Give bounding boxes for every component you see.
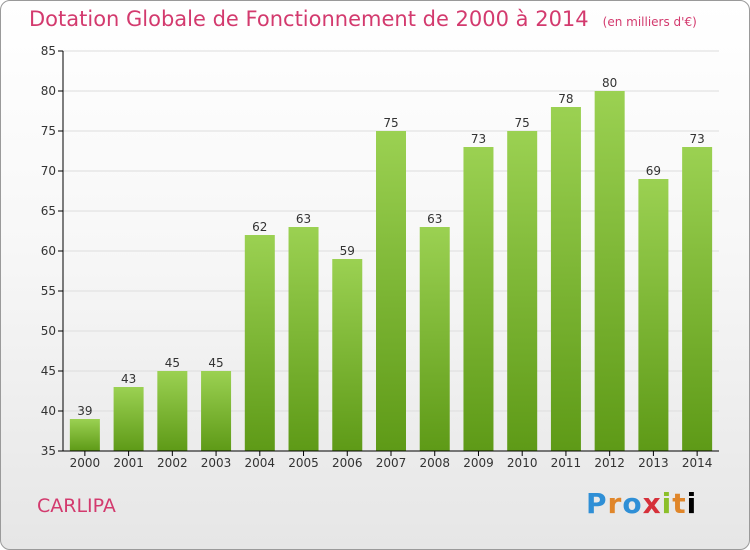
y-tick-label: 40 (41, 404, 56, 418)
x-tick-label: 2010 (507, 456, 538, 470)
data-label-2007: 75 (383, 116, 398, 130)
x-tick-label: 2003 (201, 456, 232, 470)
bars (69, 91, 713, 451)
chart-title: Dotation Globale de Fonctionnement de 20… (29, 7, 697, 31)
bar-2005 (288, 227, 319, 451)
x-tick-label: 2013 (638, 456, 669, 470)
y-tick-label: 35 (41, 444, 56, 458)
proxiti-logo: Proxiti (586, 487, 698, 520)
x-tick-label: 2001 (113, 456, 144, 470)
x-tick-label: 2000 (70, 456, 101, 470)
data-labels: 39 43 45 45 62 63 59 75 63 73 75 78 80 69 73 (77, 76, 705, 418)
bar-2012 (594, 91, 625, 451)
data-label-2001: 43 (121, 372, 136, 386)
y-tick-label: 70 (41, 164, 56, 178)
x-tick-label: 2006 (332, 456, 363, 470)
data-label-2013: 69 (646, 164, 661, 178)
bar-2009 (463, 147, 494, 451)
bar-2000 (69, 419, 100, 451)
y-tick-label: 80 (41, 84, 56, 98)
data-label-2003: 45 (208, 356, 223, 370)
data-label-2004: 62 (252, 220, 267, 234)
data-label-2011: 78 (558, 92, 573, 106)
data-label-2002: 45 (165, 356, 180, 370)
bar-2007 (376, 131, 406, 451)
bar-2011 (550, 107, 581, 451)
y-tick-label: 55 (41, 284, 56, 298)
data-label-2000: 39 (77, 404, 92, 418)
x-tick-label: 2014 (682, 456, 713, 470)
data-label-2006: 59 (340, 244, 355, 258)
data-label-2009: 73 (471, 132, 486, 146)
x-tick-label: 2004 (245, 456, 276, 470)
data-label-2008: 63 (427, 212, 442, 226)
y-tick-label: 45 (41, 364, 56, 378)
x-tick-label: 2007 (376, 456, 407, 470)
x-tick-label: 2002 (157, 456, 188, 470)
x-tick-label: 2012 (594, 456, 625, 470)
x-tick-label: 2009 (463, 456, 494, 470)
data-label-2005: 63 (296, 212, 311, 226)
y-tick-label: 50 (41, 324, 56, 338)
bar-2003 (201, 371, 232, 451)
axes: 35 40 45 50 55 60 65 70 75 80 85 2000 2001 2002 2003 20… (41, 44, 719, 470)
bar-2014 (682, 147, 713, 451)
bar-2013 (638, 179, 669, 451)
commune-name: CARLIPA (37, 495, 116, 517)
bar-2002 (157, 371, 188, 451)
x-tick-label: 2011 (551, 456, 582, 470)
y-tick-label: 85 (41, 44, 56, 58)
y-tick-label: 65 (41, 204, 56, 218)
y-tick-label: 60 (41, 244, 56, 258)
bar-2010 (507, 131, 538, 451)
x-tick-label: 2005 (288, 456, 319, 470)
data-label-2014: 73 (689, 132, 704, 146)
bar-2001 (113, 387, 144, 451)
bar-2008 (419, 227, 450, 451)
data-label-2012: 80 (602, 76, 617, 90)
chart-title-text: Dotation Globale de Fonctionnement de 20… (29, 7, 589, 31)
bar-2006 (332, 259, 363, 451)
y-tick-label: 75 (41, 124, 56, 138)
x-tick-label: 2008 (419, 456, 450, 470)
data-label-2010: 75 (515, 116, 530, 130)
bar-2004 (244, 235, 275, 451)
chart-unit: (en milliers d'€) (602, 15, 697, 29)
